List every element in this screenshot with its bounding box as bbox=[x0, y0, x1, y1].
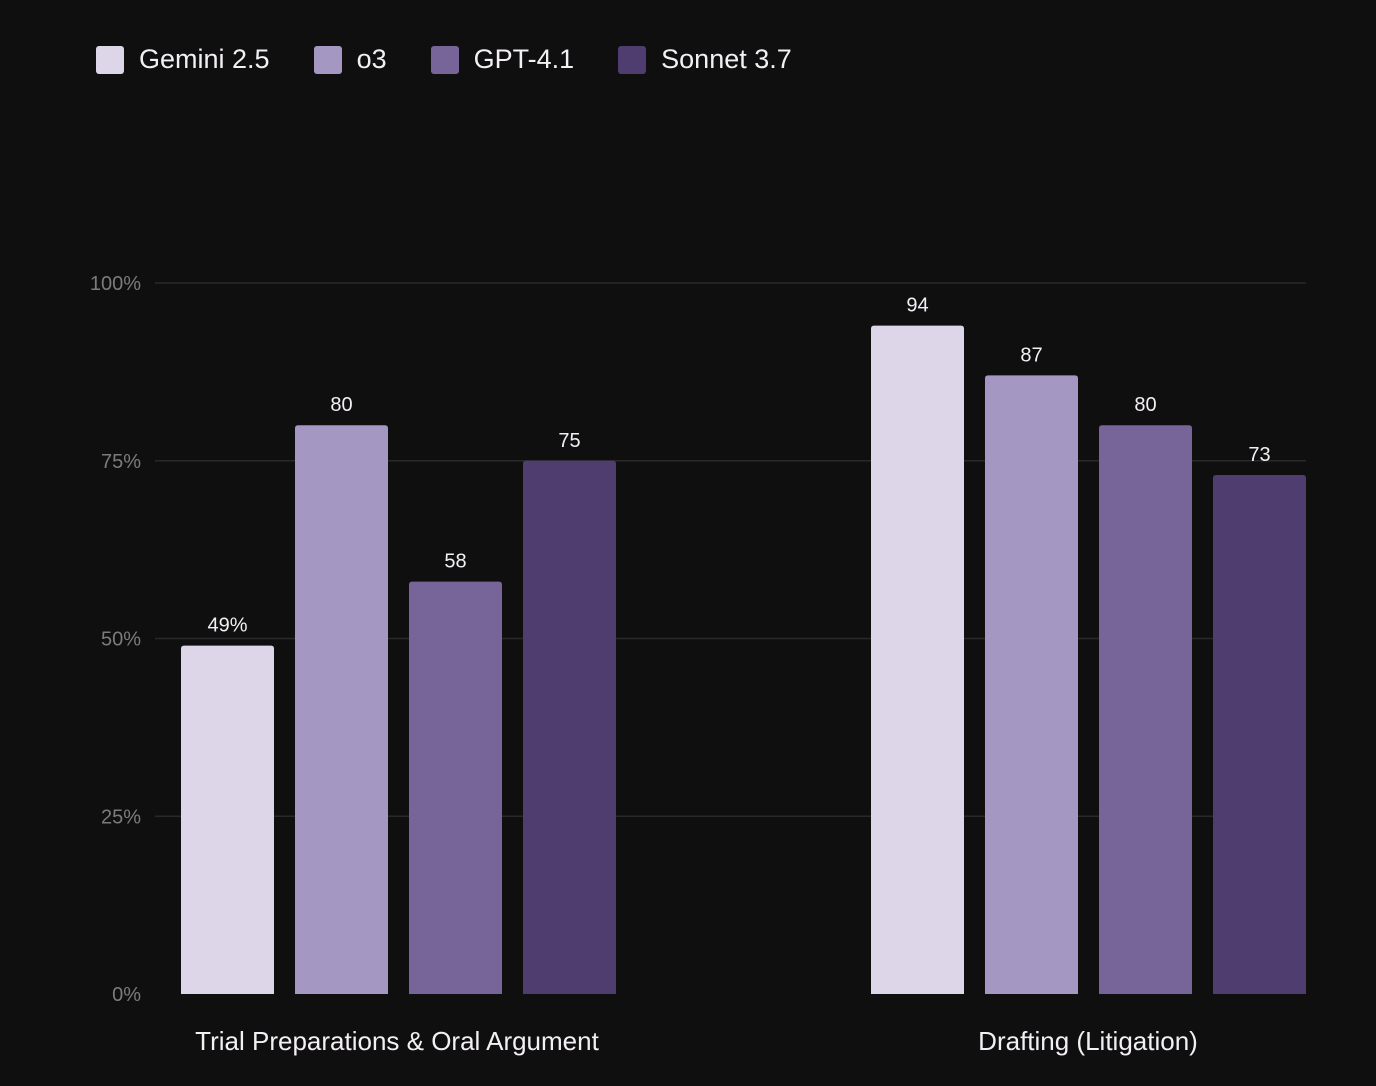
legend-item-gpt-4-1[interactable]: GPT-4.1 bbox=[430, 44, 575, 75]
legend-label: Gemini 2.5 bbox=[139, 44, 270, 74]
y-tick-label: 0% bbox=[112, 984, 141, 1006]
bar-gemini-2-5-cat0[interactable] bbox=[181, 645, 274, 994]
bar-o3-cat0[interactable] bbox=[295, 425, 388, 994]
y-tick-label: 25% bbox=[101, 806, 141, 828]
bar-value-label: 94 bbox=[906, 295, 928, 317]
y-tick-label: 75% bbox=[101, 451, 141, 473]
x-category-label: Drafting (Litigation) bbox=[978, 1026, 1198, 1056]
legend-item-sonnet-3-7[interactable]: Sonnet 3.7 bbox=[618, 44, 792, 75]
bar-value-label: 49% bbox=[207, 615, 247, 637]
bar-gemini-2-5-cat1[interactable] bbox=[871, 325, 964, 994]
bar-value-label: 58 bbox=[444, 551, 466, 573]
x-category-label: Trial Preparations & Oral Argument bbox=[195, 1026, 599, 1056]
legend-item-o3[interactable]: o3 bbox=[313, 44, 387, 75]
bar-value-label: 75 bbox=[558, 430, 580, 452]
bar-o3-cat1[interactable] bbox=[985, 375, 1078, 994]
legend-swatch bbox=[96, 45, 124, 74]
legend-swatch bbox=[618, 45, 647, 74]
bar-sonnet-3-7-cat1[interactable] bbox=[1213, 474, 1306, 995]
y-tick-label: 100% bbox=[90, 273, 141, 295]
y-tick-label: 50% bbox=[101, 629, 141, 651]
bar-value-label: 87 bbox=[1020, 344, 1042, 366]
bar-sonnet-3-7-cat0[interactable] bbox=[523, 460, 616, 994]
legend-swatch bbox=[313, 45, 342, 74]
legend-label: Sonnet 3.7 bbox=[661, 44, 792, 74]
legend-item-gemini-2-5[interactable]: Gemini 2.5 bbox=[96, 44, 270, 75]
legend: Gemini 2.5 o3 GPT-4.1 Sonnet 3.7 bbox=[96, 44, 836, 75]
bar-value-label: 80 bbox=[330, 394, 352, 416]
legend-swatch bbox=[430, 45, 459, 74]
legend-label: o3 bbox=[356, 44, 387, 74]
legend-label: GPT-4.1 bbox=[473, 44, 575, 74]
bar-gpt-4-1-cat0[interactable] bbox=[409, 581, 502, 994]
bar-value-label: 80 bbox=[1134, 394, 1156, 416]
bar-gpt-4-1-cat1[interactable] bbox=[1099, 425, 1192, 994]
bar-value-label: 73 bbox=[1248, 444, 1270, 466]
